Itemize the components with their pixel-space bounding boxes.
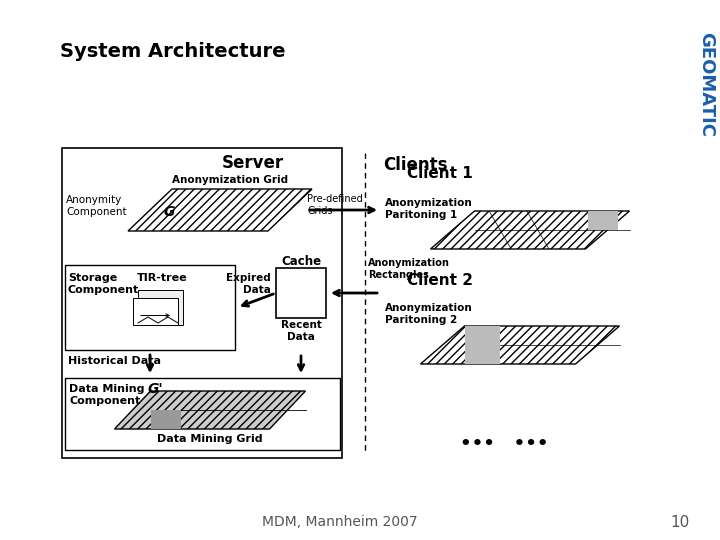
Bar bbox=[133, 298, 178, 325]
Text: MDM, Mannheim 2007: MDM, Mannheim 2007 bbox=[262, 515, 418, 529]
Text: Data Mining Grid: Data Mining Grid bbox=[157, 434, 263, 444]
Text: •••   •••: ••• ••• bbox=[460, 435, 549, 453]
Text: Anonymity
Component: Anonymity Component bbox=[66, 195, 127, 217]
Bar bbox=[150, 410, 181, 429]
Text: Server: Server bbox=[221, 154, 284, 172]
Text: Anonymization Grid: Anonymization Grid bbox=[172, 175, 288, 185]
Text: Pre-defined
Grids: Pre-defined Grids bbox=[307, 194, 363, 215]
Text: System Architecture: System Architecture bbox=[60, 42, 286, 61]
Text: Anonymization
Rectangles: Anonymization Rectangles bbox=[368, 258, 450, 280]
Text: Expired
Data: Expired Data bbox=[226, 273, 271, 295]
Text: 10: 10 bbox=[670, 515, 690, 530]
Text: GEOMATIC: GEOMATIC bbox=[697, 32, 715, 138]
Polygon shape bbox=[431, 211, 629, 249]
Bar bbox=[588, 211, 618, 230]
Text: Anonymization
Paritoning 1: Anonymization Paritoning 1 bbox=[385, 198, 473, 220]
Bar bbox=[276, 268, 326, 318]
Text: Component: Component bbox=[69, 396, 140, 406]
Bar bbox=[464, 326, 500, 364]
Text: TIR-tree: TIR-tree bbox=[137, 273, 188, 283]
Text: Component: Component bbox=[68, 285, 139, 295]
Polygon shape bbox=[114, 391, 305, 429]
Text: G: G bbox=[164, 205, 176, 219]
Text: Historical Data: Historical Data bbox=[68, 356, 161, 366]
Text: Data Mining: Data Mining bbox=[69, 384, 145, 394]
Text: Cache: Cache bbox=[281, 255, 321, 268]
Text: G': G' bbox=[147, 382, 163, 396]
Text: Client 2: Client 2 bbox=[407, 273, 473, 288]
Polygon shape bbox=[128, 189, 312, 231]
Bar bbox=[62, 148, 342, 458]
Bar bbox=[138, 290, 183, 325]
Text: Clients: Clients bbox=[383, 156, 448, 174]
Bar bbox=[65, 265, 235, 350]
Bar bbox=[65, 378, 340, 450]
Text: Anonymization
Paritoning 2: Anonymization Paritoning 2 bbox=[385, 303, 473, 325]
Polygon shape bbox=[420, 326, 619, 364]
Text: Client 1: Client 1 bbox=[407, 166, 473, 181]
Text: Storage: Storage bbox=[68, 273, 117, 283]
Text: Recent
Data: Recent Data bbox=[281, 320, 321, 342]
